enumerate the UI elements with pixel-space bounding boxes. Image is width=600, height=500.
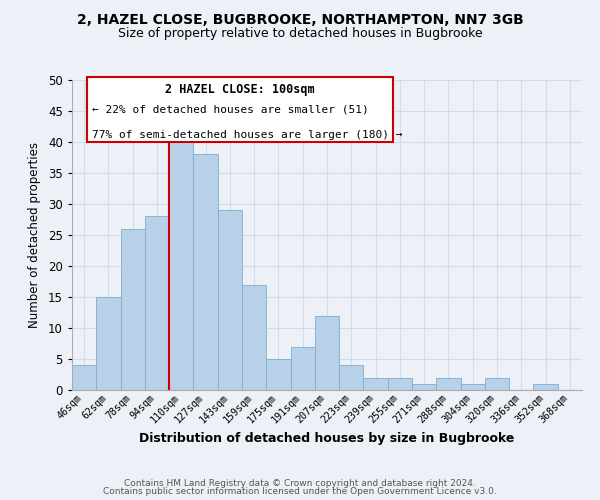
FancyBboxPatch shape — [88, 77, 394, 142]
Bar — [169, 130, 193, 390]
Bar — [461, 384, 485, 390]
Text: ← 22% of detached houses are smaller (51): ← 22% of detached houses are smaller (51… — [92, 105, 369, 115]
Bar — [339, 365, 364, 390]
Bar — [412, 384, 436, 390]
Text: Contains HM Land Registry data © Crown copyright and database right 2024.: Contains HM Land Registry data © Crown c… — [124, 478, 476, 488]
Bar — [436, 378, 461, 390]
X-axis label: Distribution of detached houses by size in Bugbrooke: Distribution of detached houses by size … — [139, 432, 515, 445]
Bar — [290, 346, 315, 390]
Bar — [193, 154, 218, 390]
Bar — [145, 216, 169, 390]
Bar — [266, 359, 290, 390]
Bar — [242, 284, 266, 390]
Text: 2, HAZEL CLOSE, BUGBROOKE, NORTHAMPTON, NN7 3GB: 2, HAZEL CLOSE, BUGBROOKE, NORTHAMPTON, … — [77, 12, 523, 26]
Bar — [485, 378, 509, 390]
Text: 77% of semi-detached houses are larger (180) →: 77% of semi-detached houses are larger (… — [92, 130, 403, 140]
Bar — [72, 365, 96, 390]
Text: Contains public sector information licensed under the Open Government Licence v3: Contains public sector information licen… — [103, 487, 497, 496]
Bar — [315, 316, 339, 390]
Bar — [218, 210, 242, 390]
Text: 2 HAZEL CLOSE: 100sqm: 2 HAZEL CLOSE: 100sqm — [166, 83, 315, 96]
Bar — [533, 384, 558, 390]
Bar — [96, 297, 121, 390]
Bar — [121, 229, 145, 390]
Bar — [388, 378, 412, 390]
Y-axis label: Number of detached properties: Number of detached properties — [28, 142, 41, 328]
Bar — [364, 378, 388, 390]
Text: Size of property relative to detached houses in Bugbrooke: Size of property relative to detached ho… — [118, 28, 482, 40]
